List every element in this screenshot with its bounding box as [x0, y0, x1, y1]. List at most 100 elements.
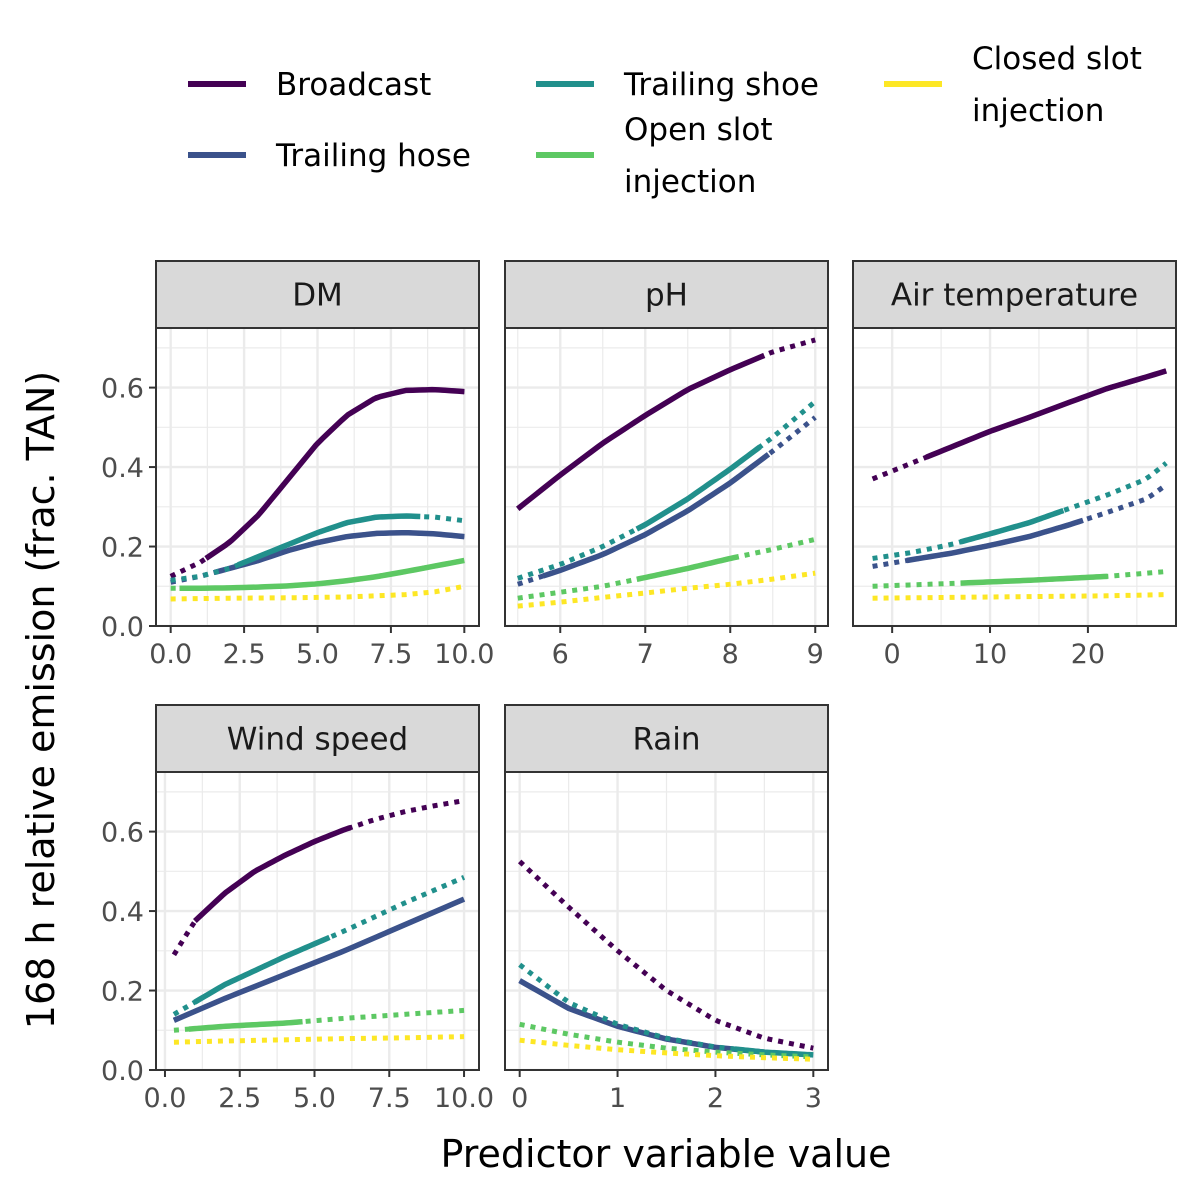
- series-open-slot-injection-observed: [188, 1018, 303, 1032]
- facet-strip-label: Air temperature: [891, 278, 1138, 314]
- x-tick-label: 7.5: [369, 639, 412, 670]
- y-tick-label: 0.6: [101, 374, 144, 405]
- series-broadcast-observed: [193, 825, 352, 924]
- x-tick-label: 7: [637, 639, 654, 670]
- series-open-slot-injection-observed: [179, 557, 465, 591]
- x-tick-label: 1: [609, 1083, 626, 1114]
- grid: [505, 772, 828, 1070]
- y-axis-label: 168 h relative emission (frac. TAN): [19, 371, 63, 1029]
- x-tick-label: 2.5: [223, 639, 266, 670]
- panel-air-temperature: Air temperature 0 10 20: [852, 260, 1177, 670]
- y-tick-label: 0.4: [101, 453, 144, 484]
- x-tick-label: 10.0: [434, 1083, 494, 1114]
- grid: [156, 772, 479, 1070]
- x-tick-label: 3: [805, 1083, 822, 1114]
- series-trailing-shoe-observed: [734, 1046, 814, 1058]
- facet-strip: [155, 704, 480, 773]
- panel-border: [504, 327, 829, 627]
- series-closed-slot-injection-extrapolated: [170, 583, 465, 602]
- panel-border: [504, 771, 829, 1071]
- facet-strip: [504, 260, 829, 329]
- facet-strip-label: Rain: [632, 722, 700, 758]
- series-closed-slot-injection-extrapolated: [173, 1034, 465, 1045]
- legend-label: Closed slot: [972, 41, 1142, 77]
- x-tick-label: 5.0: [296, 639, 339, 670]
- x-tick-label: 2: [707, 1083, 724, 1114]
- x-tick-label: 6: [552, 639, 569, 670]
- facet-strip-label: DM: [292, 278, 343, 314]
- series-trailing-shoe-observed: [959, 507, 1065, 545]
- x-tick-label: 0.0: [143, 1083, 186, 1114]
- legend-item-trailing-hose: Trailing hose: [188, 138, 471, 174]
- series-trailing-hose-observed: [542, 452, 771, 579]
- grid: [156, 328, 479, 626]
- legend-label: Open slot: [624, 112, 773, 148]
- panel-border: [852, 327, 1177, 627]
- y-tick-label: 0.0: [101, 1056, 144, 1087]
- series-open-slot-injection-observed: [636, 553, 740, 582]
- panel-ph: pH 6 7 8 9: [504, 260, 829, 670]
- y-tick-label: 0.0: [101, 612, 144, 643]
- series-trailing-shoe-observed: [635, 444, 762, 532]
- legend-item-trailing-shoe: Trailing shoe: [536, 67, 819, 103]
- facet-strip: [852, 260, 1177, 329]
- series-closed-slot-injection-extrapolated: [519, 1037, 814, 1062]
- legend-item-closed-slot-injection: Closed slot injection: [884, 41, 1142, 129]
- series-trailing-shoe-extrapolated: [872, 461, 1168, 561]
- x-tick-label: 8: [722, 639, 739, 670]
- series-open-slot-injection-observed: [960, 573, 1108, 586]
- series-broadcast-extrapolated: [516, 337, 816, 511]
- series-group: [517, 859, 814, 1062]
- x-tick-label: 2.5: [218, 1083, 261, 1114]
- y-tick-label: 0.4: [101, 897, 144, 928]
- series-trailing-hose-extrapolated: [516, 415, 817, 587]
- series-group: [171, 798, 466, 1045]
- facet-strip-label: pH: [645, 278, 688, 314]
- series-trailing-hose-observed: [172, 896, 466, 1023]
- x-tick-label: 10.0: [434, 639, 494, 670]
- x-tick-label: 0: [511, 1083, 528, 1114]
- legend-item-broadcast: Broadcast: [188, 67, 431, 103]
- panel-border: [155, 771, 480, 1071]
- facet-strip: [504, 704, 829, 773]
- x-tick-label: 20: [1071, 639, 1105, 670]
- x-tick-label: 7.5: [368, 1083, 411, 1114]
- series-open-slot-injection-extrapolated: [519, 1021, 814, 1060]
- x-tick-label: 9: [807, 639, 824, 670]
- x-axis-label: Predictor variable value: [440, 1132, 891, 1176]
- series-broadcast-observed: [516, 352, 766, 511]
- series-group: [871, 368, 1168, 601]
- series-group: [169, 386, 465, 602]
- y-tick-label: 0.6: [101, 818, 144, 849]
- series-group: [516, 337, 817, 609]
- legend: Broadcast Trailing hose Trailing shoe Open …: [188, 41, 1142, 200]
- series-trailing-shoe-observed: [237, 513, 421, 568]
- series-trailing-shoe-observed: [193, 934, 331, 1005]
- x-tick-label: 0: [884, 639, 901, 670]
- series-trailing-hose-observed: [214, 529, 465, 576]
- series-broadcast-observed: [925, 368, 1168, 460]
- y-tick-label: 0.2: [101, 977, 144, 1008]
- x-tick-label: 0.0: [149, 639, 192, 670]
- panel-wind-speed: Wind speed 0.0 2.5 5.0 7.5 10.0 0.0 0.2 0.4 0.6: [101, 704, 494, 1114]
- series-closed-slot-injection-extrapolated: [872, 592, 1167, 601]
- legend-label: injection: [624, 164, 756, 200]
- y-tick-label: 0.2: [101, 533, 144, 564]
- legend-label: Trailing hose: [275, 138, 471, 174]
- x-tick-label: 5.0: [293, 1083, 336, 1114]
- x-tick-label: 10: [973, 639, 1007, 670]
- panel-dm: DM 0.0 2.5 5.0 7.5 10.0 0.0 0.2 0.4 0.6: [101, 260, 494, 670]
- panel-rain: Rain 0 1 2 3: [504, 704, 829, 1114]
- series-trailing-hose-observed: [906, 517, 1084, 564]
- legend-label: injection: [972, 93, 1104, 129]
- series-broadcast-extrapolated: [171, 798, 465, 957]
- facet-strip-label: Wind speed: [227, 722, 408, 758]
- legend-label: Broadcast: [276, 67, 431, 103]
- facet-strip: [155, 260, 480, 329]
- series-broadcast-extrapolated: [517, 859, 814, 1051]
- series-broadcast-observed: [204, 386, 465, 561]
- legend-item-open-slot-injection: Open slot injection: [536, 112, 773, 200]
- legend-label: Trailing shoe: [623, 67, 819, 103]
